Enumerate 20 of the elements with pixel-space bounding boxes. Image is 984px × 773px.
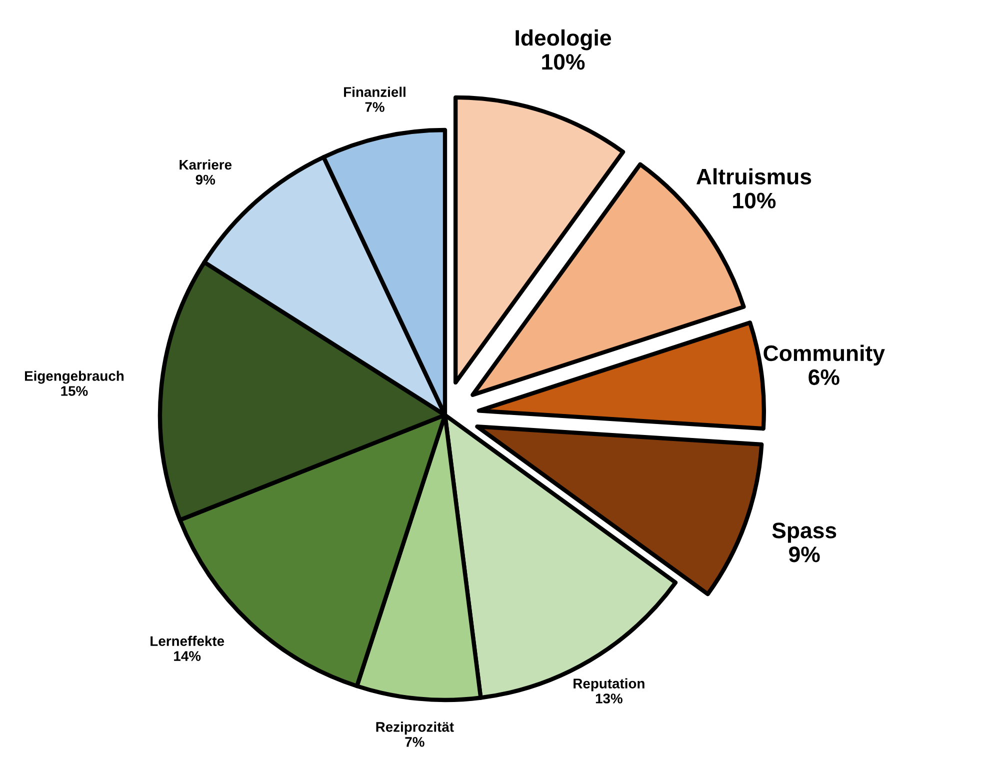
slice-label: Karriere — [180, 159, 232, 170]
slice-label: Altruismus — [696, 168, 812, 185]
data-label: 9% — [789, 546, 820, 562]
slice-label: Community — [764, 344, 885, 366]
data-label: 6% — [808, 369, 840, 386]
data-label: 15% — [61, 386, 88, 396]
data-label: 10% — [542, 54, 585, 70]
data-label: 10% — [733, 192, 776, 208]
slice-label: Eigengebrauch — [24, 370, 124, 384]
slice-label: Ideologie — [516, 29, 612, 50]
slice-label: Lerneffekte — [150, 636, 224, 646]
slice-label: Reziprozität — [376, 722, 454, 735]
slice-label: Reputation — [574, 678, 644, 692]
data-label: 7% — [365, 102, 384, 112]
data-label: 13% — [596, 694, 622, 704]
data-label: 7% — [405, 737, 424, 747]
slice-label: Finanziell — [344, 86, 406, 97]
slice-label: Spass — [772, 522, 836, 543]
data-label: 14% — [174, 651, 201, 661]
data-label: 9% — [196, 174, 216, 185]
